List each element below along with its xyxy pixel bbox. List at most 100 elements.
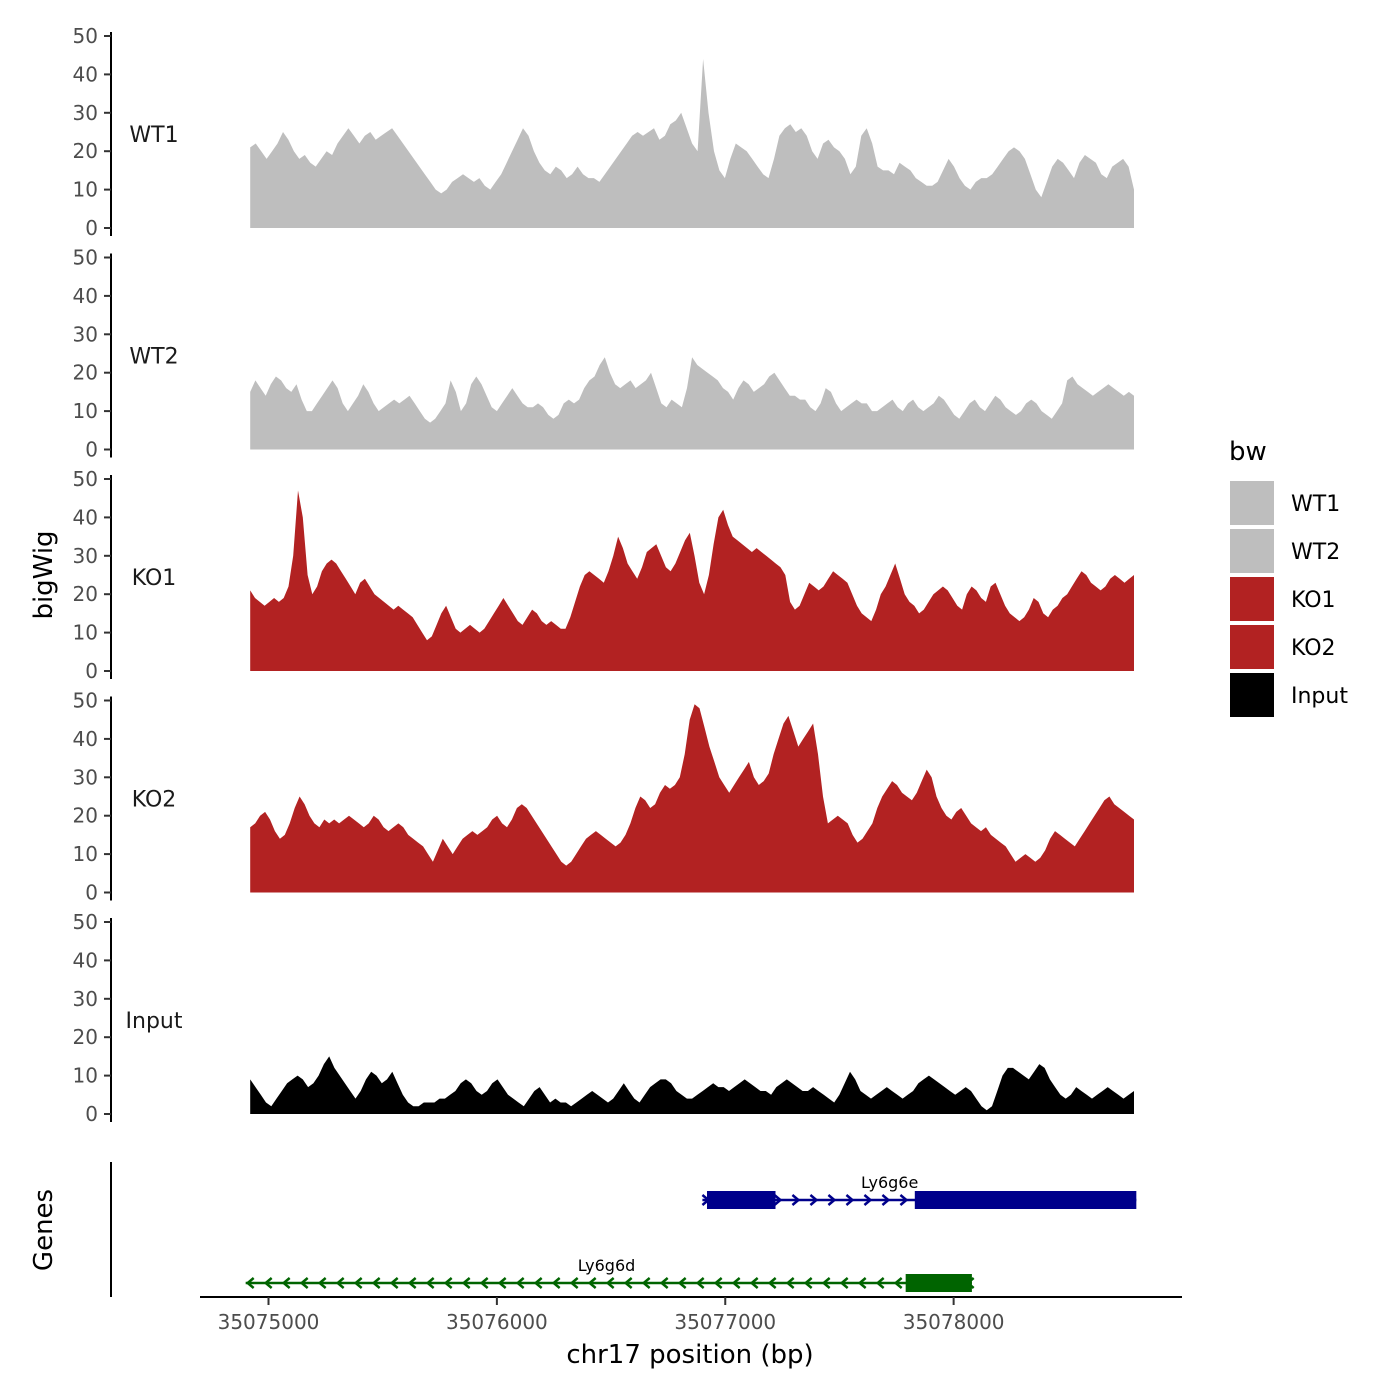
genes: Ly6g6e Ly6g6d bbox=[245, 1173, 1137, 1292]
legend-swatch-input bbox=[1230, 673, 1274, 717]
y-tick-label-ko2-10: 10 bbox=[73, 842, 98, 866]
strand-arrow-ly6g6d bbox=[263, 1277, 273, 1289]
coverage-area-ko1 bbox=[250, 490, 1134, 671]
y-tick-label-input-10: 10 bbox=[73, 1064, 98, 1088]
y-tick-label-wt2-20: 20 bbox=[73, 361, 98, 385]
y-tick-label-ko1-10: 10 bbox=[73, 621, 98, 645]
gene-label-ly6g6e: Ly6g6e bbox=[861, 1173, 918, 1192]
strand-arrow-ly6g6d bbox=[353, 1277, 363, 1289]
strand-arrow-ly6g6d bbox=[407, 1277, 417, 1289]
panel-label-input: Input bbox=[126, 1009, 183, 1034]
coverage-area-wt2 bbox=[250, 357, 1134, 450]
y-tick-label-ko2-30: 30 bbox=[73, 765, 98, 789]
legend-swatch-wt1 bbox=[1230, 481, 1274, 525]
strand-arrow-ly6g6e bbox=[809, 1194, 819, 1206]
legend-title: bw bbox=[1229, 437, 1267, 467]
strand-arrow-ly6g6d bbox=[245, 1277, 255, 1289]
y-tick-label-wt2-40: 40 bbox=[73, 284, 98, 308]
strand-arrow-ly6g6d bbox=[821, 1277, 831, 1289]
y-tick-label-ko1-30: 30 bbox=[73, 544, 98, 568]
panel-label-wt2: WT2 bbox=[129, 345, 178, 370]
panel-label-ko1: KO1 bbox=[132, 566, 177, 591]
strand-arrow-ly6g6e bbox=[845, 1194, 855, 1206]
legend-label-wt1: WT1 bbox=[1291, 492, 1340, 517]
legend-label-ko1: KO1 bbox=[1291, 588, 1336, 613]
legend-label-wt2: WT2 bbox=[1291, 540, 1340, 565]
coverage-area-wt1 bbox=[250, 59, 1134, 228]
strand-arrow-ly6g6e bbox=[863, 1194, 873, 1206]
panel-label-ko2: KO2 bbox=[132, 788, 177, 813]
panel-ko2: 0 10 20 30 40 50 KO2 bbox=[73, 689, 1134, 905]
strand-arrow-ly6g6e bbox=[827, 1194, 837, 1206]
gene-label-ly6g6d: Ly6g6d bbox=[578, 1256, 636, 1275]
strand-arrow-ly6g6d bbox=[551, 1277, 561, 1289]
panel-wt1: 0 10 20 30 40 50 WT1 bbox=[73, 24, 1134, 240]
y-tick-label-ko1-20: 20 bbox=[73, 582, 98, 606]
legend-swatch-ko1 bbox=[1230, 577, 1274, 621]
legend-swatch-ko2 bbox=[1230, 625, 1274, 669]
strand-arrow-ly6g6d bbox=[623, 1277, 633, 1289]
y-tick-label-input-20: 20 bbox=[73, 1025, 98, 1049]
legend: bw WT1 WT2 KO1 KO2 Input bbox=[1229, 437, 1348, 717]
y-tick-label-wt1-0: 0 bbox=[85, 216, 98, 240]
exon-ly6g6e-1 bbox=[706, 1191, 776, 1209]
bigwig-panels: 0 10 20 30 40 50 WT1 0 10 20 30 40 50 WT2 0 10 20 30 40 50 K… bbox=[73, 24, 1134, 1126]
strand-arrow-ly6g6d bbox=[479, 1277, 489, 1289]
strand-arrow-ly6g6d bbox=[857, 1277, 867, 1289]
y-tick-label-wt2-50: 50 bbox=[73, 246, 98, 270]
strand-arrow-ly6g6d bbox=[677, 1277, 687, 1289]
y-tick-label-ko2-0: 0 bbox=[85, 881, 98, 905]
strand-arrow-ly6g6d bbox=[317, 1277, 327, 1289]
y-tick-label-wt1-10: 10 bbox=[73, 178, 98, 202]
panel-wt2: 0 10 20 30 40 50 WT2 bbox=[73, 246, 1134, 462]
strand-arrow-ly6g6d bbox=[839, 1277, 849, 1289]
strand-arrow-ly6g6e bbox=[791, 1194, 801, 1206]
y-tick-label-ko2-40: 40 bbox=[73, 727, 98, 751]
y-tick-label-ko1-0: 0 bbox=[85, 659, 98, 683]
strand-arrow-ly6g6e bbox=[899, 1194, 909, 1206]
gene-ly6g6d: Ly6g6d bbox=[245, 1256, 975, 1292]
x-tick-label-35076000: 35076000 bbox=[446, 1310, 548, 1334]
panel-ko1: 0 10 20 30 40 50 KO1 bbox=[73, 467, 1134, 683]
coverage-area-input bbox=[250, 1056, 1134, 1114]
exon-ly6g6d-1 bbox=[905, 1274, 972, 1292]
y-tick-label-wt1-30: 30 bbox=[73, 101, 98, 125]
x-tick-label-35075000: 35075000 bbox=[218, 1310, 320, 1334]
x-tick-label-35078000: 35078000 bbox=[903, 1310, 1005, 1334]
strand-arrow-ly6g6d bbox=[659, 1277, 669, 1289]
x-axis-ticks: 35075000 35076000 35077000 35078000 bbox=[218, 1297, 1005, 1334]
y-tick-label-input-30: 30 bbox=[73, 987, 98, 1011]
strand-arrow-ly6g6d bbox=[497, 1277, 507, 1289]
strand-arrow-ly6g6d bbox=[785, 1277, 795, 1289]
y-tick-label-input-50: 50 bbox=[73, 910, 98, 934]
strand-arrow-ly6g6d bbox=[803, 1277, 813, 1289]
strand-arrow-ly6g6d bbox=[425, 1277, 435, 1289]
panel-label-wt1: WT1 bbox=[129, 123, 178, 148]
strand-arrow-ly6g6d bbox=[461, 1277, 471, 1289]
legend-label-ko2: KO2 bbox=[1291, 636, 1336, 661]
strand-arrow-ly6g6e bbox=[773, 1194, 783, 1206]
y-tick-label-wt2-10: 10 bbox=[73, 399, 98, 423]
y-tick-label-ko2-50: 50 bbox=[73, 689, 98, 713]
y-tick-label-wt2-0: 0 bbox=[85, 438, 98, 462]
strand-arrow-ly6g6d bbox=[443, 1277, 453, 1289]
strand-arrow-ly6g6d bbox=[731, 1277, 741, 1289]
y-tick-label-ko1-40: 40 bbox=[73, 505, 98, 529]
y-tick-label-wt2-30: 30 bbox=[73, 322, 98, 346]
strand-arrow-ly6g6d bbox=[605, 1277, 615, 1289]
strand-arrow-ly6g6d bbox=[641, 1277, 651, 1289]
strand-arrow-ly6g6d bbox=[875, 1277, 885, 1289]
strand-arrow-ly6g6e bbox=[881, 1194, 891, 1206]
strand-arrow-ly6g6d bbox=[533, 1277, 543, 1289]
y-tick-label-input-0: 0 bbox=[85, 1102, 98, 1126]
coverage-area-ko2 bbox=[250, 704, 1134, 893]
gene-ly6g6e: Ly6g6e bbox=[701, 1173, 1137, 1209]
strand-arrow-ly6g6d bbox=[299, 1277, 309, 1289]
strand-arrow-ly6g6d bbox=[749, 1277, 759, 1289]
genes-track-title: Genes bbox=[29, 1189, 59, 1271]
x-axis-title: chr17 position (bp) bbox=[566, 1340, 813, 1370]
y-tick-label-wt1-20: 20 bbox=[73, 139, 98, 163]
panel-input: 0 10 20 30 40 50 Input bbox=[73, 910, 1134, 1126]
genes-track: Genes 35075000 35076000 35077000 35078000 L… bbox=[29, 1162, 1182, 1334]
